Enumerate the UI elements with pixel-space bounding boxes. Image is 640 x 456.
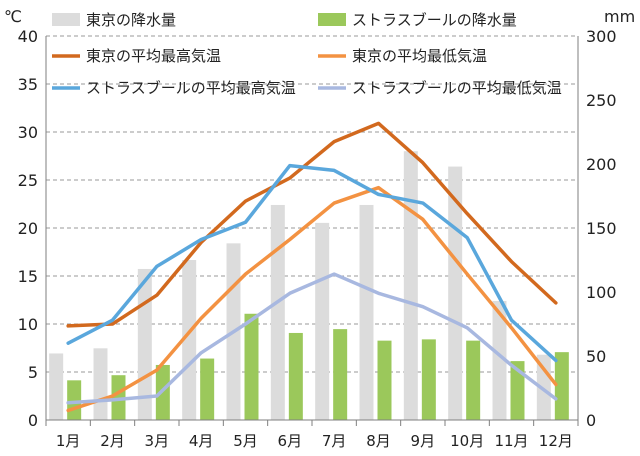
bar-strasbourg-precip (67, 380, 82, 420)
bar-tokyo-precip (182, 260, 197, 420)
right-tick-label: 250 (586, 91, 617, 110)
bar-tokyo-precip (492, 300, 507, 420)
bar-strasbourg-precip (554, 352, 569, 420)
right-tick-label: 0 (586, 411, 596, 430)
right-tick-label: 200 (586, 155, 617, 174)
left-tick-label: 0 (28, 411, 38, 430)
legend-label: ストラスブールの降水量 (352, 11, 517, 29)
bar-strasbourg-precip (244, 313, 259, 420)
legend-swatch (318, 13, 346, 26)
legend-label: ストラスブールの平均最高気温 (86, 79, 296, 97)
left-axis-unit: ℃ (4, 7, 22, 26)
bar-strasbourg-precip (200, 358, 215, 420)
bar-strasbourg-precip (510, 361, 525, 420)
left-tick-label: 30 (18, 123, 38, 142)
x-tick-label: 8月 (366, 432, 391, 450)
legend-item: ストラスブールの降水量 (318, 11, 517, 29)
bar-tokyo-precip (93, 348, 108, 420)
bar-strasbourg-precip (377, 340, 392, 420)
x-tick-label: 11月 (494, 432, 528, 450)
left-tick-label: 20 (18, 219, 38, 238)
legend-label: 東京の平均最低気温 (352, 47, 487, 65)
legend-label: 東京の平均最高気温 (86, 47, 221, 65)
bar-strasbourg-precip (333, 329, 348, 420)
x-tick-label: 1月 (56, 432, 81, 450)
bar-strasbourg-precip (466, 340, 481, 420)
left-tick-label: 15 (18, 267, 38, 286)
right-tick-label: 100 (586, 283, 617, 302)
x-tick-label: 7月 (322, 432, 347, 450)
axes: 0 5 10 15 20 25 30 35 40 0 50 100 150 200 250 300 1月 2月 3月… (18, 27, 617, 450)
right-axis-unit: mm (604, 7, 635, 26)
right-tick-label: 300 (586, 27, 617, 46)
line-strasbourg-min (66, 272, 558, 405)
x-tick-label: 9月 (411, 432, 436, 450)
line-tokyo-max (66, 121, 558, 328)
left-tick-label: 5 (28, 363, 38, 382)
left-tick-label: 10 (18, 315, 38, 334)
x-tick-label: 6月 (278, 432, 303, 450)
series-lines (66, 121, 558, 413)
right-tick-label: 150 (586, 219, 617, 238)
left-tick-label: 40 (18, 27, 38, 46)
right-tick-label: 50 (586, 347, 606, 366)
left-tick-label: 35 (18, 75, 38, 94)
legend-swatch (52, 13, 80, 26)
legend-item: 東京の平均最高気温 (52, 47, 221, 65)
grid-lines (46, 35, 578, 373)
x-tick-label: 2月 (100, 432, 125, 450)
bar-tokyo-precip (49, 353, 64, 420)
x-tick-label: 5月 (233, 432, 258, 450)
x-tick-label: 12月 (539, 432, 573, 450)
left-tick-label: 25 (18, 171, 38, 190)
bar-strasbourg-precip (421, 339, 436, 420)
legend-item: 東京の平均最低気温 (318, 47, 487, 65)
bar-tokyo-precip (270, 204, 285, 420)
bar-tokyo-precip (403, 151, 418, 420)
legend-item: 東京の降水量 (52, 11, 176, 29)
bar-strasbourg-precip (288, 332, 303, 420)
legend-item: ストラスブールの平均最高気温 (52, 79, 296, 97)
bar-tokyo-precip (315, 222, 330, 420)
line-tokyo-min (66, 185, 558, 413)
x-tick-label: 4月 (189, 432, 214, 450)
legend-label: 東京の降水量 (86, 11, 176, 29)
legend-item: ストラスブールの平均最低気温 (318, 79, 562, 97)
line-strasbourg-max (66, 163, 558, 363)
x-tick-label: 10月 (450, 432, 484, 450)
x-tick-label: 3月 (145, 432, 170, 450)
bar-tokyo-precip (359, 204, 374, 420)
legend-label: ストラスブールの平均最低気温 (352, 79, 562, 97)
